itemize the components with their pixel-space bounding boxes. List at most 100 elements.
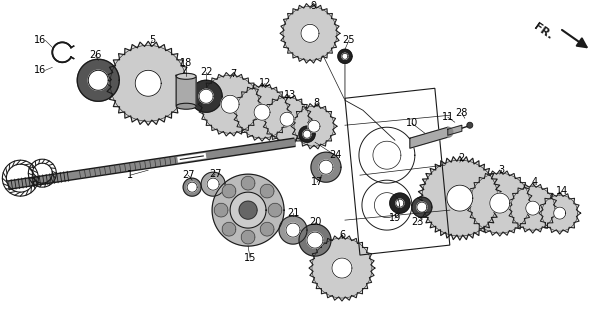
Polygon shape — [88, 70, 109, 90]
Polygon shape — [199, 89, 213, 103]
Polygon shape — [338, 49, 352, 63]
Polygon shape — [396, 199, 404, 207]
Polygon shape — [417, 202, 427, 212]
Circle shape — [467, 122, 473, 128]
Text: 23: 23 — [412, 217, 424, 227]
Polygon shape — [239, 201, 257, 219]
Polygon shape — [539, 192, 581, 234]
Polygon shape — [201, 172, 225, 196]
Text: 16: 16 — [34, 35, 47, 45]
Polygon shape — [280, 112, 294, 126]
Polygon shape — [312, 238, 372, 298]
Polygon shape — [201, 75, 259, 133]
Polygon shape — [526, 201, 539, 215]
Polygon shape — [77, 59, 119, 101]
Polygon shape — [462, 126, 468, 128]
Polygon shape — [447, 185, 473, 211]
Polygon shape — [221, 95, 239, 113]
Text: 4: 4 — [531, 177, 538, 187]
Polygon shape — [198, 73, 262, 136]
Polygon shape — [187, 182, 197, 192]
Polygon shape — [490, 193, 510, 213]
Polygon shape — [307, 232, 323, 248]
Text: 27: 27 — [182, 170, 194, 180]
Polygon shape — [410, 127, 448, 148]
Polygon shape — [222, 222, 236, 236]
Polygon shape — [311, 152, 341, 182]
Polygon shape — [412, 197, 432, 217]
Polygon shape — [294, 106, 334, 146]
Polygon shape — [261, 222, 274, 236]
Text: 19: 19 — [389, 213, 401, 223]
Polygon shape — [106, 41, 190, 125]
Text: 11: 11 — [442, 112, 454, 122]
Text: 2: 2 — [459, 153, 465, 163]
Text: 21: 21 — [287, 208, 299, 218]
Polygon shape — [291, 104, 337, 149]
Text: 20: 20 — [309, 217, 321, 227]
Polygon shape — [190, 80, 222, 112]
Polygon shape — [508, 183, 558, 233]
Text: 18: 18 — [180, 58, 192, 68]
Text: FR.: FR. — [532, 21, 555, 41]
Polygon shape — [342, 53, 348, 59]
Polygon shape — [332, 258, 352, 278]
Text: 28: 28 — [455, 108, 468, 118]
Polygon shape — [262, 94, 312, 144]
Text: 22: 22 — [200, 67, 212, 77]
Text: 7: 7 — [230, 69, 236, 79]
Text: 13: 13 — [284, 90, 296, 100]
Polygon shape — [308, 120, 320, 132]
Text: 5: 5 — [149, 35, 155, 45]
Text: 26: 26 — [89, 50, 101, 60]
Polygon shape — [110, 45, 186, 121]
Polygon shape — [268, 203, 282, 217]
Text: 14: 14 — [555, 186, 568, 196]
Polygon shape — [135, 70, 161, 96]
Polygon shape — [418, 156, 502, 240]
Text: 8: 8 — [313, 98, 319, 108]
Text: 12: 12 — [259, 78, 271, 88]
Polygon shape — [448, 127, 453, 137]
Polygon shape — [279, 216, 307, 244]
Text: 27: 27 — [209, 169, 221, 179]
Polygon shape — [303, 130, 311, 138]
Polygon shape — [286, 223, 300, 237]
Text: 15: 15 — [244, 253, 256, 263]
Text: 17: 17 — [311, 177, 323, 187]
Polygon shape — [390, 193, 410, 213]
Polygon shape — [242, 230, 255, 244]
Text: 16: 16 — [34, 65, 47, 75]
Polygon shape — [236, 86, 288, 138]
Polygon shape — [467, 170, 533, 236]
Polygon shape — [233, 83, 291, 141]
Polygon shape — [422, 160, 498, 236]
Polygon shape — [511, 186, 555, 230]
Text: 24: 24 — [329, 150, 341, 160]
Polygon shape — [176, 75, 196, 107]
Text: 25: 25 — [343, 35, 355, 45]
Text: 1: 1 — [127, 170, 133, 180]
Polygon shape — [212, 174, 284, 246]
Text: 10: 10 — [406, 118, 418, 128]
Polygon shape — [299, 126, 315, 142]
Polygon shape — [254, 104, 270, 120]
Polygon shape — [230, 192, 266, 228]
Polygon shape — [448, 125, 462, 135]
Text: 3: 3 — [499, 165, 505, 175]
Polygon shape — [222, 184, 236, 198]
Polygon shape — [470, 173, 530, 233]
Polygon shape — [183, 178, 201, 196]
Polygon shape — [309, 235, 375, 301]
Polygon shape — [207, 178, 219, 190]
Polygon shape — [319, 160, 333, 174]
Polygon shape — [301, 24, 319, 42]
Polygon shape — [542, 195, 577, 231]
Polygon shape — [265, 97, 309, 141]
Polygon shape — [280, 4, 340, 63]
Text: 6: 6 — [339, 230, 345, 240]
Polygon shape — [283, 6, 337, 60]
Polygon shape — [299, 224, 331, 256]
Polygon shape — [215, 203, 228, 217]
Polygon shape — [554, 207, 566, 219]
